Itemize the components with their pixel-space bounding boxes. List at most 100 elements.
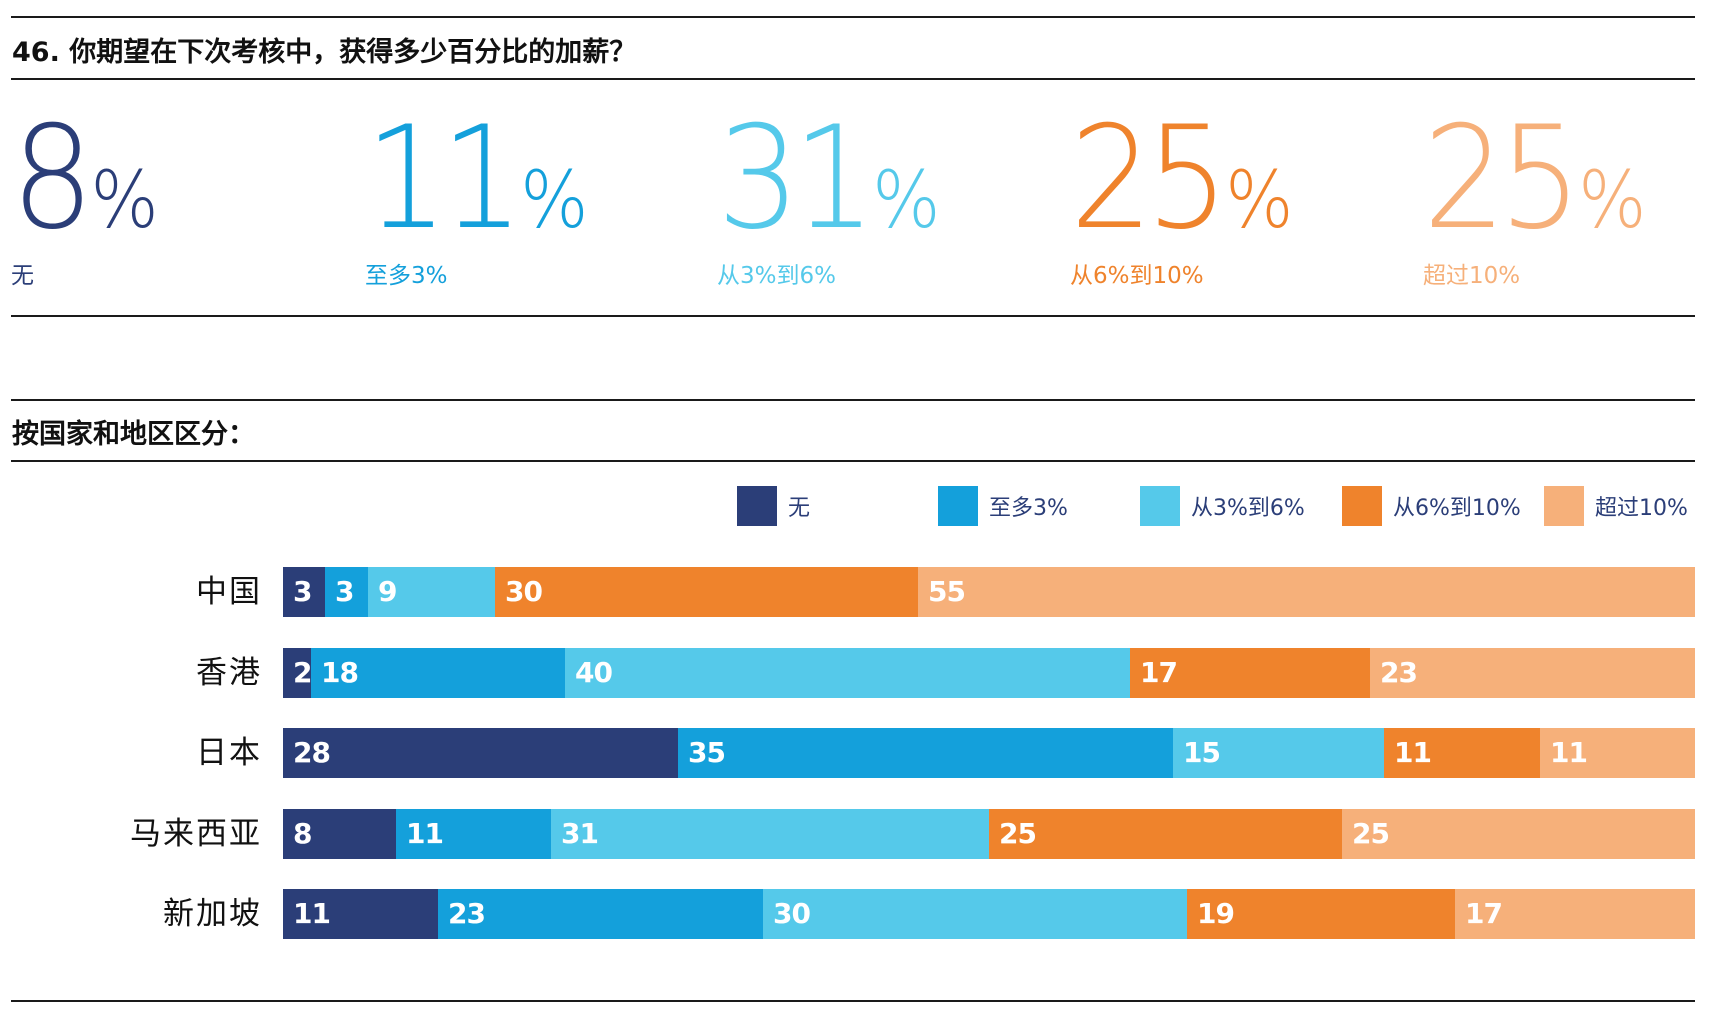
data-label: 11: [293, 897, 331, 930]
legend-label: 从3%到6%: [1191, 496, 1305, 521]
bar-segment: 18: [311, 648, 565, 698]
data-label: 30: [505, 575, 543, 608]
question-title: 46. 你期望在下次考核中，获得多少百分比的加薪？: [12, 37, 637, 68]
data-label: 28: [293, 736, 331, 769]
bar-row: 8 11 31 25 25: [283, 809, 1695, 859]
bar-segment: 17: [1455, 889, 1695, 939]
percent-sign: %: [872, 156, 941, 246]
bar-segment: 15: [1173, 728, 1384, 778]
summary-stat: 8% 无: [11, 96, 171, 290]
data-label: 30: [773, 897, 811, 930]
data-label: 9: [378, 575, 398, 608]
data-label: 17: [1465, 897, 1503, 930]
data-label: 11: [1550, 736, 1588, 769]
bar-row: 2 18 40 17 23: [283, 648, 1695, 698]
category-label: 中国: [196, 574, 262, 610]
bar-segment: 8: [283, 809, 396, 859]
data-label: 55: [928, 575, 966, 608]
data-label: 11: [1394, 736, 1432, 769]
legend-item: 从6%到10%: [1342, 486, 1521, 526]
bar-segment: 11: [1384, 728, 1540, 778]
top-rule: [11, 16, 1695, 18]
stat-label: 从6%到10%: [1070, 263, 1204, 289]
legend-label: 超过10%: [1595, 496, 1688, 521]
summary-stat: 11% 至多3%: [365, 96, 608, 290]
section-top-rule: [11, 399, 1695, 401]
percent-sign: %: [1578, 156, 1647, 246]
data-label: 8: [293, 817, 313, 850]
summary-stat: 25% 超过10%: [1423, 96, 1666, 290]
bar-segment: 25: [989, 809, 1342, 859]
bar-segment: 55: [918, 567, 1695, 617]
legend-item: 从3%到6%: [1140, 486, 1305, 526]
data-label: 25: [1352, 817, 1390, 850]
percent-sign: %: [520, 156, 589, 246]
data-label: 3: [293, 575, 313, 608]
legend-label: 从6%到10%: [1393, 496, 1521, 521]
legend-item: 至多3%: [938, 486, 1068, 526]
section-bottom-rule: [11, 460, 1695, 462]
bar-segment: 11: [396, 809, 551, 859]
legend-swatch: [1140, 486, 1180, 526]
stat-label: 超过10%: [1423, 263, 1521, 289]
stat-label: 无: [11, 263, 34, 289]
legend-label: 至多3%: [989, 496, 1068, 521]
title-bottom-rule: [11, 78, 1695, 80]
category-label: 马来西亚: [130, 816, 262, 852]
bar-segment: 9: [368, 567, 495, 617]
bar-segment: 25: [1342, 809, 1695, 859]
data-label: 3: [335, 575, 355, 608]
bar-row: 28 35 15 11 11: [283, 728, 1695, 778]
bar-segment: 30: [495, 567, 918, 617]
legend-swatch: [938, 486, 978, 526]
percent-sign: %: [1225, 156, 1294, 246]
legend-item: 超过10%: [1544, 486, 1688, 526]
bar-segment: 23: [1370, 648, 1695, 698]
data-label: 18: [321, 656, 359, 689]
category-label: 新加坡: [163, 896, 262, 932]
bar-row: 3 3 9 30 55: [283, 567, 1695, 617]
section-title: 按国家和地区区分：: [12, 419, 255, 450]
bar-segment: 35: [678, 728, 1173, 778]
stat-value: 25%: [1423, 96, 1647, 261]
data-label: 25: [999, 817, 1037, 850]
summary-bottom-rule: [11, 315, 1695, 317]
stat-value: 31%: [717, 96, 941, 261]
summary-stat: 25% 从6%到10%: [1070, 96, 1313, 290]
bar-segment: 2: [283, 648, 313, 698]
summary-stat: 31% 从3%到6%: [717, 96, 960, 290]
data-label: 35: [688, 736, 726, 769]
category-label: 日本: [196, 735, 262, 771]
bar-segment: 17: [1130, 648, 1370, 698]
bar-segment: 3: [325, 567, 368, 617]
bar-segment: 28: [283, 728, 678, 778]
bar-segment: 40: [565, 648, 1130, 698]
data-label: 15: [1183, 736, 1221, 769]
stat-value: 11%: [365, 96, 589, 261]
stat-value: 25%: [1070, 96, 1294, 261]
data-label: 17: [1140, 656, 1178, 689]
bar-segment: 11: [1540, 728, 1695, 778]
data-label: 11: [406, 817, 444, 850]
bar-segment: 11: [283, 889, 438, 939]
bar-segment: 3: [283, 567, 325, 617]
data-label: 19: [1197, 897, 1235, 930]
legend-label: 无: [788, 496, 811, 521]
legend-item: 无: [737, 486, 810, 526]
data-label: 23: [1380, 656, 1418, 689]
data-label: 23: [448, 897, 486, 930]
stat-label: 从3%到6%: [717, 263, 836, 289]
legend-swatch: [1544, 486, 1584, 526]
bottom-rule: [11, 1000, 1695, 1002]
percent-sign: %: [90, 156, 159, 246]
stat-label: 至多3%: [365, 263, 448, 289]
legend-swatch: [737, 486, 777, 526]
bar-segment: 30: [763, 889, 1187, 939]
bar-row: 11 23 30 19 17: [283, 889, 1695, 939]
bar-segment: 19: [1187, 889, 1455, 939]
data-label: 2: [293, 656, 313, 689]
bar-segment: 23: [438, 889, 763, 939]
data-label: 31: [561, 817, 599, 850]
stat-value: 8%: [11, 96, 159, 261]
bar-segment: 31: [551, 809, 989, 859]
